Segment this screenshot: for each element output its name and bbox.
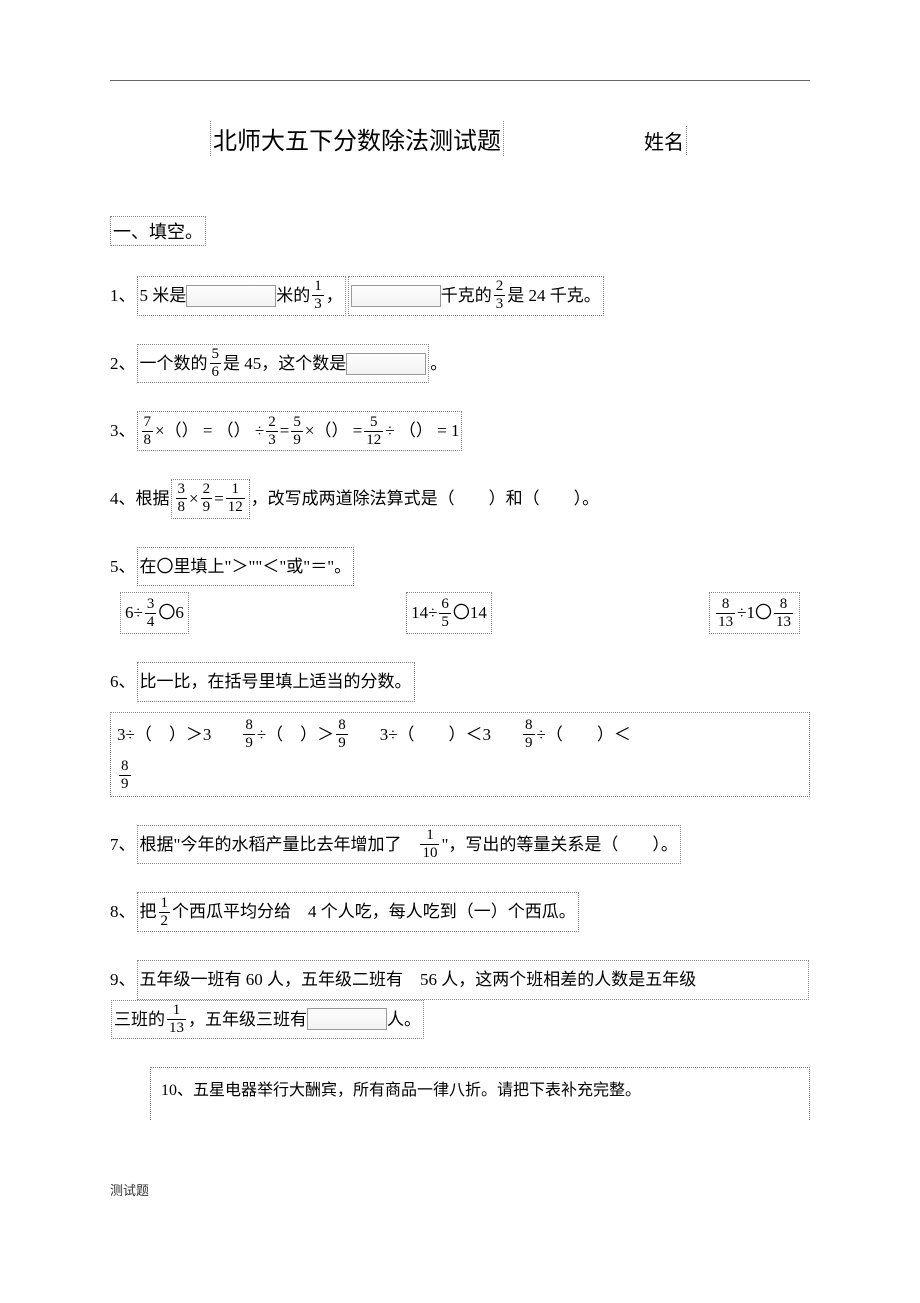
question-8: 8、 把 12 个西瓜平均分给 4 个人吃，每人吃到（一）个西瓜。 [110,892,810,932]
q6-i1: 3÷（ ）＞3 [117,717,211,753]
fraction-1-2: 12 [159,896,171,929]
q1-seg-a: 5 米是 米的 13 ， [137,276,346,316]
q2-num: 2、 [110,346,136,382]
q3-seg: 78 ×（） = （） ÷ 23 = 59 ×（） = 512 ÷ （） = 1 [137,411,463,451]
fraction-8-13a: 813 [716,597,735,630]
q1-blank-1[interactable] [186,285,276,307]
fraction-7-8: 78 [142,415,154,448]
question-2: 2、 一个数的 56 是 45，这个数是 。 [110,344,810,384]
q9-line1: 五年级一班有 60 人，五年级二班有 56 人，这两个班相差的人数是五年级 [137,960,810,1000]
q10-text: 10、五星电器举行大酬宾，所有商品一律八折。请把下表补充完整。 [161,1082,641,1099]
name-label: 姓名 [644,126,687,155]
question-9: 9、 五年级一班有 60 人，五年级二班有 56 人，这两个班相差的人数是五年级… [110,960,810,1039]
q1-blank-2[interactable] [351,285,441,307]
top-rule [110,80,810,81]
fraction-8-9d: 89 [119,759,131,792]
fraction-5-9: 59 [291,415,303,448]
fraction-2-9: 29 [201,482,213,515]
q5-num: 5、 [110,549,136,585]
fraction-1-13: 113 [167,1003,186,1036]
fraction-2-3b: 23 [266,415,278,448]
q3-num: 3、 [110,413,136,449]
question-7: 7、 根据"今年的水稻产量比去年增加了 110 "，写出的等量关系是（ ）。 [110,825,810,865]
q2-blank[interactable] [346,353,426,375]
q4-eq: 38 × 29 = 112 [171,479,250,519]
q5-c1: 6÷ 34 〇6 [120,592,189,634]
fraction-5-12: 512 [364,415,383,448]
question-3: 3、 78 ×（） = （） ÷ 23 = 59 ×（） = 512 ÷ （） … [110,411,810,451]
fraction-1-3: 13 [312,279,324,312]
q5-text: 在〇里填上"＞""＜"或"＝"。 [137,547,355,587]
q7-num: 7、 [110,827,136,863]
q1-seg-b: 千克的 23 是 24 千克。 [348,276,604,316]
question-5: 5、 在〇里填上"＞""＜"或"＝"。 6÷ 34 〇6 14÷ 65 〇14 … [110,547,810,634]
fraction-1-10: 110 [420,828,439,861]
fraction-2-3: 23 [494,279,506,312]
q6-text: 比一比，在括号里填上适当的分数。 [137,662,415,702]
question-10: 10、五星电器举行大酬宾，所有商品一律八折。请把下表补充完整。 [150,1067,810,1120]
footer: 测试题 [110,1180,810,1199]
q9-line2: 三班的 113 ，五年级三班有 人。 [111,1000,424,1040]
fraction-1-12: 112 [226,482,245,515]
fraction-8-9b: 89 [336,718,348,751]
q6-i4-tail: 89 [117,759,773,792]
fraction-6-5: 65 [439,597,451,630]
section-1-label: 一、填空。 [110,216,206,246]
section-1-heading: 一、填空。 [110,206,810,276]
fraction-8-13b: 813 [774,597,793,630]
fraction-8-9c: 89 [523,718,535,751]
fraction-3-4: 34 [145,597,157,630]
q8-seg: 把 12 个西瓜平均分给 4 个人吃，每人吃到（一）个西瓜。 [137,892,579,932]
q6-num: 6、 [110,664,136,700]
fraction-8-9a: 89 [243,718,255,751]
q6-i4: 89 ÷（ ）＜ [521,717,631,753]
doc-title: 北师大五下分数除法测试题 [210,121,504,156]
q4-num: 4、 [110,481,136,517]
q5-c2: 14÷ 65 〇14 [406,592,492,634]
q1-num: 1、 [110,278,136,314]
q8-num: 8、 [110,894,136,930]
q2-seg: 一个数的 56 是 45，这个数是 [137,344,430,384]
page: 北师大五下分数除法测试题 姓名 一、填空。 1、 5 米是 米的 13 ， 千克… [0,0,920,1239]
q9-num: 9、 [110,962,136,998]
q5-compare-row: 6÷ 34 〇6 14÷ 65 〇14 813 ÷1〇 813 [110,592,810,634]
q6-i3: 3÷（ ）＜3 [380,717,491,753]
q7-seg: 根据"今年的水稻产量比去年增加了 110 "，写出的等量关系是（ ）。 [137,825,681,865]
q5-c3: 813 ÷1〇 813 [709,592,800,634]
fraction-3-8: 38 [176,482,188,515]
question-6: 6、 比一比，在括号里填上适当的分数。 3÷（ ）＞3 89 ÷（ ）＞ 89 … [110,662,810,796]
fraction-5-6: 56 [210,347,222,380]
q6-i2: 89 ÷（ ）＞ 89 [241,717,349,753]
question-4: 4、 根据 38 × 29 = 112 ，改写成两道除法算式是（ ）和（ ）。 [110,479,810,519]
q6-items: 3÷（ ）＞3 89 ÷（ ）＞ 89 3÷（ ）＜3 89 ÷（ ）＜ 89 [110,712,810,797]
q9-blank[interactable] [307,1008,387,1030]
title-row: 北师大五下分数除法测试题 姓名 [110,121,810,156]
question-1: 1、 5 米是 米的 13 ， 千克的 23 是 24 千克。 [110,276,810,316]
